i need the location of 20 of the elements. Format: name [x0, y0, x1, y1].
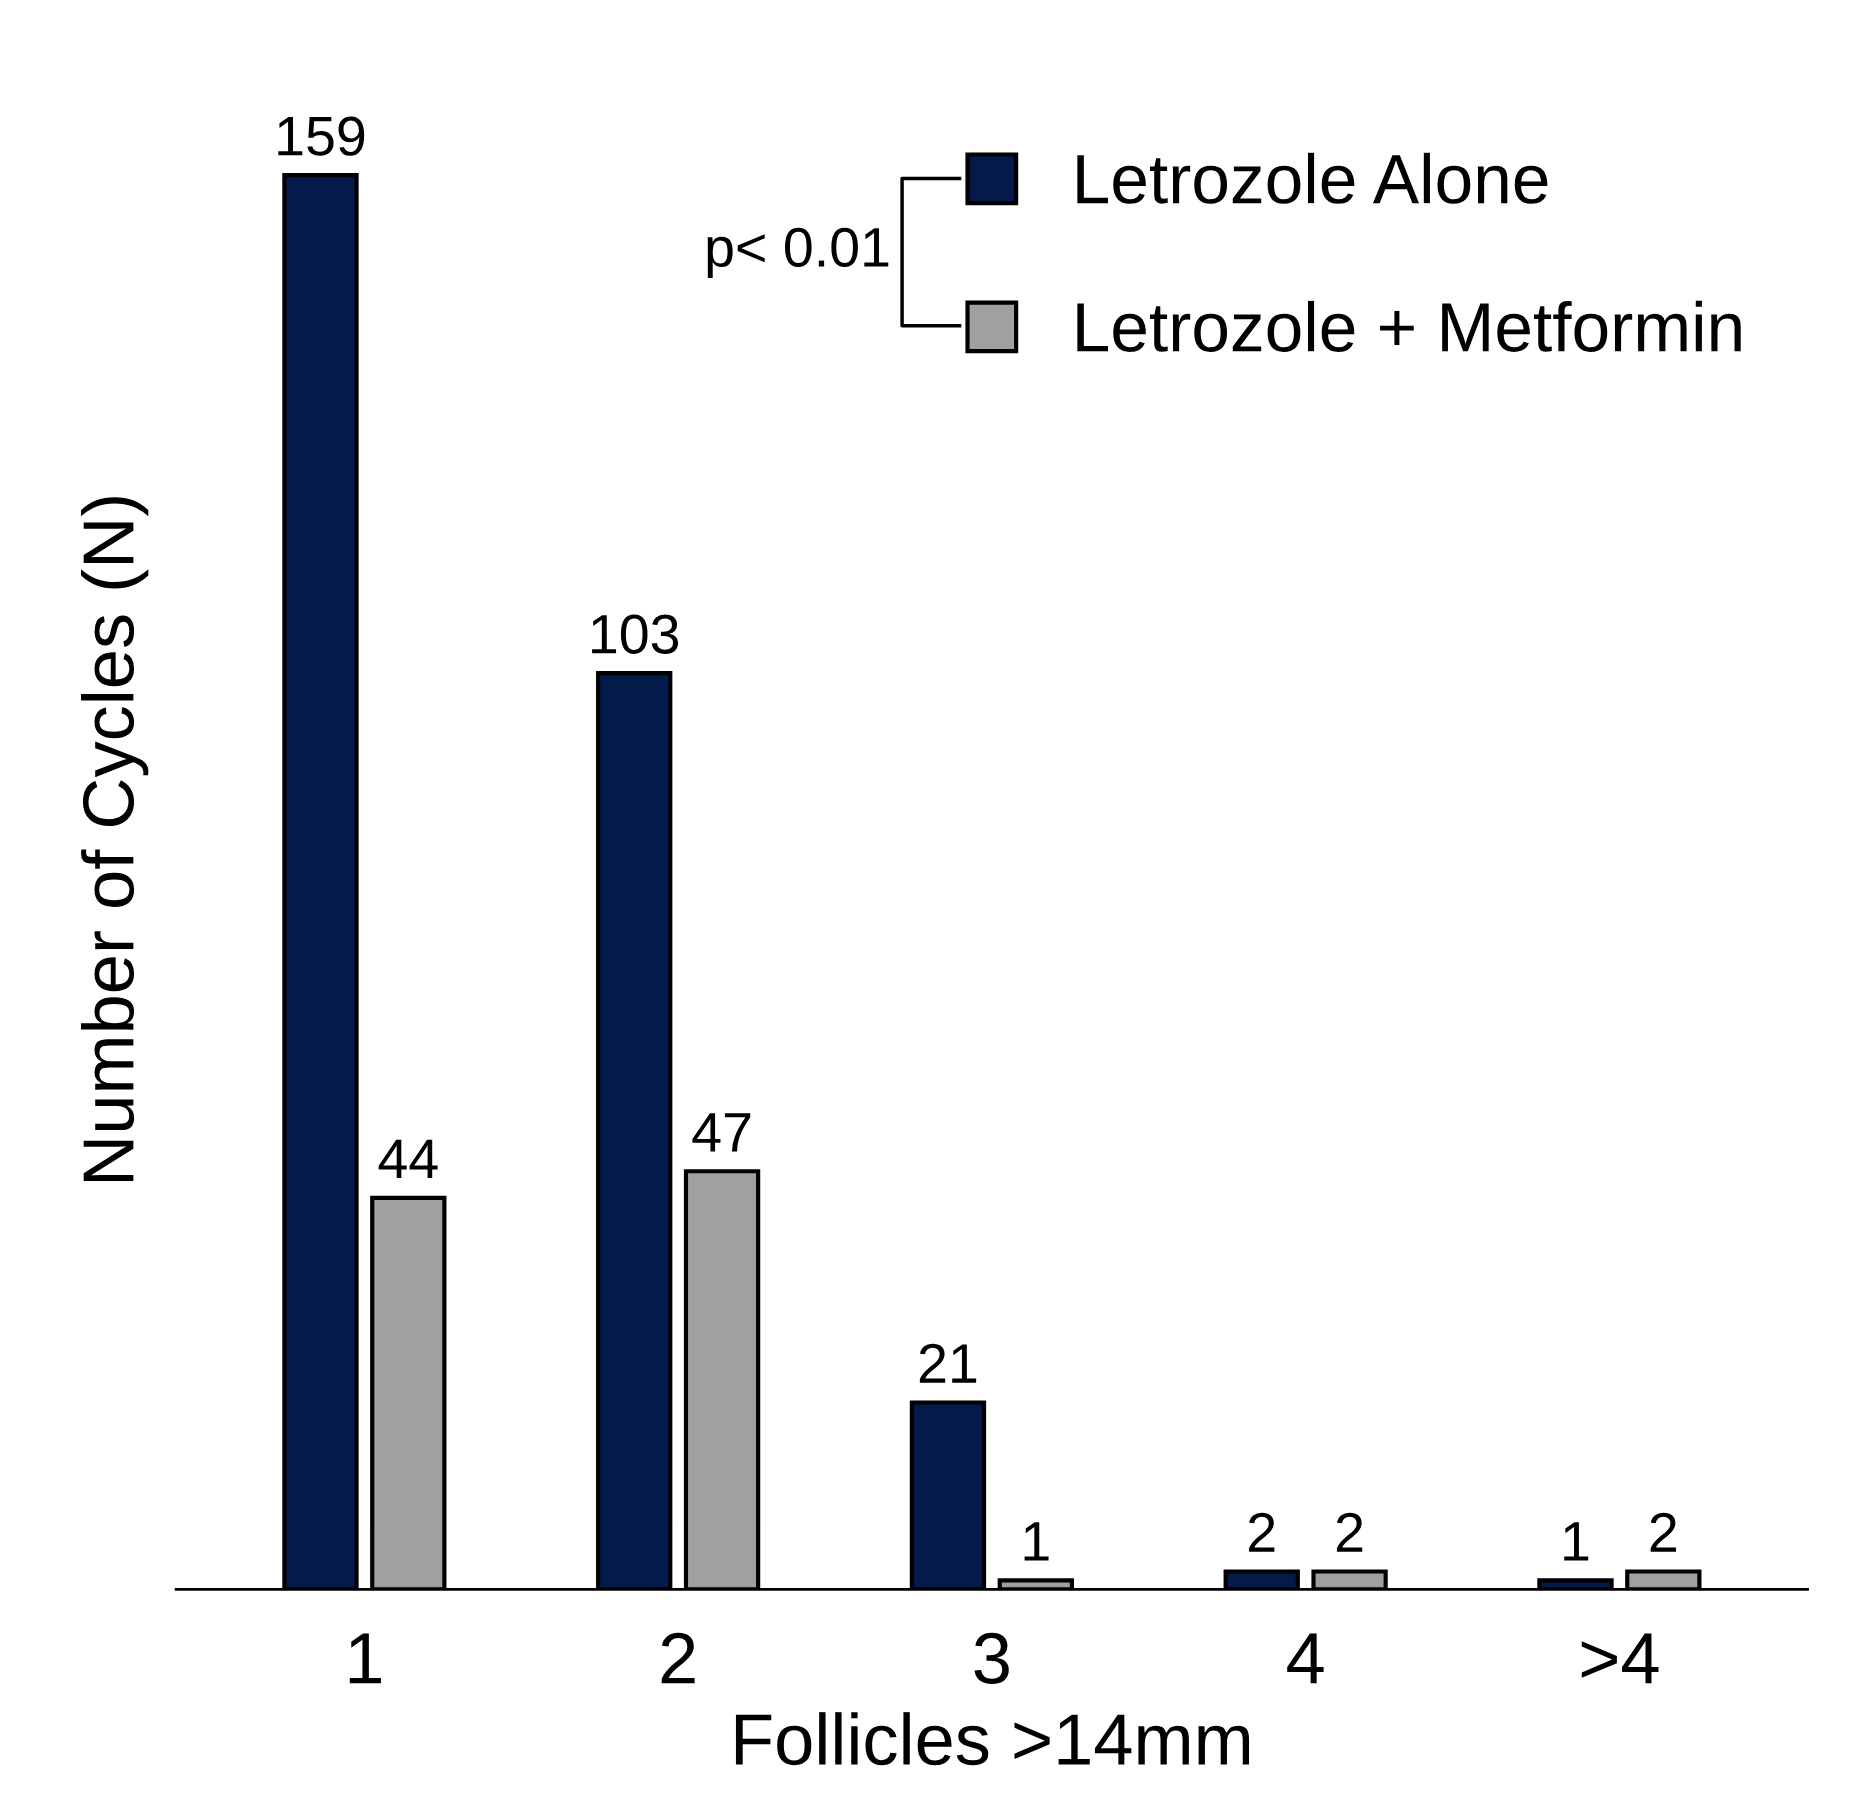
data-label: 159 — [278, 116, 365, 156]
x-tick-label: 3 — [974, 1632, 1009, 1684]
legend-label: Letrozole + Metformin — [1077, 300, 1741, 352]
x-axis-title: Follicles >14mm — [735, 1712, 1250, 1766]
data-label: 47 — [692, 1113, 751, 1152]
x-tick-label: 2 — [661, 1632, 695, 1684]
x-tick-label: 4 — [1287, 1633, 1324, 1684]
data-label: 103 — [592, 614, 679, 654]
y-axis-title: Number of Cycles (N) — [81, 497, 149, 1181]
data-label: 2 — [1650, 1512, 1676, 1552]
x-tick-label: 1 — [349, 1633, 381, 1684]
legend-label: Letrozole Alone — [1077, 152, 1548, 204]
x-tick-label: >4 — [1581, 1633, 1659, 1684]
data-label: 1 — [1024, 1522, 1049, 1561]
data-label: 21 — [919, 1343, 977, 1383]
data-label: 44 — [378, 1139, 438, 1179]
data-label: 2 — [1249, 1512, 1275, 1552]
data-label: 1 — [1564, 1522, 1589, 1561]
annotation: p< 0.01 — [707, 227, 889, 279]
data-label: 2 — [1336, 1512, 1363, 1552]
